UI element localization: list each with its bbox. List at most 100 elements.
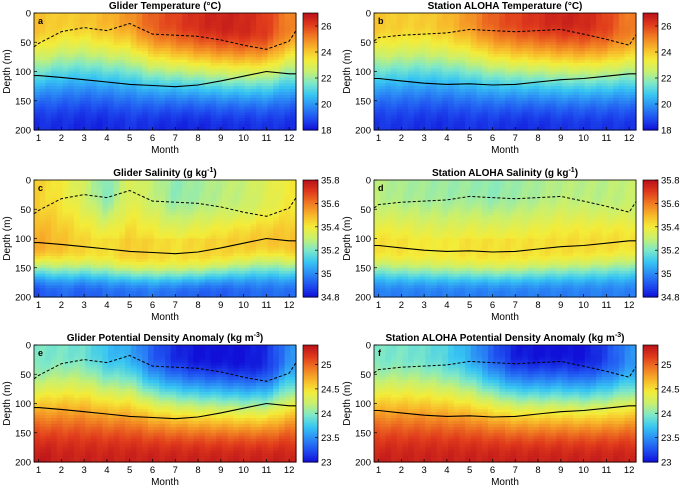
heatmap-cell	[436, 21, 443, 26]
heatmap-cell	[233, 48, 240, 52]
heatmap-cell	[56, 250, 64, 254]
heatmap-cell	[68, 258, 75, 263]
heatmap-cell	[442, 91, 449, 96]
heatmap-cell	[579, 48, 586, 52]
heatmap-cell	[482, 15, 489, 20]
heatmap-cell	[550, 15, 557, 20]
heatmap-cell	[227, 18, 234, 23]
heatmap-cell	[544, 27, 552, 32]
heatmap-cell	[425, 39, 432, 43]
heatmap-cell	[250, 127, 257, 131]
heatmap-cell	[68, 59, 75, 64]
heatmap-cell	[62, 291, 69, 295]
heatmap-cell	[284, 30, 291, 35]
heatmap-cell	[493, 18, 500, 23]
heatmap-cell	[596, 27, 603, 32]
heatmap-cell	[278, 91, 286, 96]
heatmap-cell	[584, 13, 592, 17]
heatmap-cell	[39, 27, 46, 32]
heatmap-cell	[278, 30, 286, 35]
heatmap-cell	[250, 115, 257, 119]
heatmap-cell	[153, 112, 160, 116]
heatmap-cell	[199, 109, 206, 114]
heatmap-cell	[630, 124, 637, 128]
heatmap-cell	[56, 65, 64, 70]
heatmap-cell	[227, 13, 234, 17]
heatmap-cell	[516, 100, 523, 105]
heatmap-cell	[516, 56, 523, 61]
heatmap-cell	[142, 36, 149, 40]
heatmap-cell	[261, 86, 269, 90]
heatmap-cell	[73, 247, 81, 251]
heatmap-cell	[45, 194, 52, 199]
heatmap-cell	[90, 241, 98, 245]
heatmap-cell	[402, 94, 409, 99]
heatmap-cell	[470, 83, 478, 87]
heatmap-cell	[448, 42, 455, 46]
colorbar-segment	[303, 89, 318, 92]
heatmap-cell	[187, 118, 195, 122]
heatmap-cell	[119, 45, 126, 49]
heatmap-cell	[533, 53, 540, 58]
heatmap-cell	[34, 215, 41, 219]
heatmap-cell	[493, 27, 500, 32]
heatmap-cell	[408, 74, 415, 78]
heatmap-cell	[68, 94, 75, 99]
heatmap-cell	[90, 212, 98, 216]
heatmap-cell	[51, 39, 58, 43]
heatmap-cell	[385, 68, 392, 73]
heatmap-cell	[256, 103, 263, 108]
heatmap-cell	[73, 118, 81, 122]
heatmap-cell	[385, 21, 392, 26]
heatmap-cell	[402, 127, 409, 131]
heatmap-cell	[442, 77, 449, 81]
heatmap-cell	[533, 94, 540, 99]
heatmap-cell	[125, 56, 132, 61]
heatmap-cell	[448, 30, 455, 35]
heatmap-cell	[239, 42, 246, 46]
heatmap-cell	[505, 62, 512, 67]
heatmap-cell	[408, 112, 415, 116]
heatmap-cell	[244, 68, 252, 73]
heatmap-cell	[396, 18, 404, 23]
heatmap-cell	[601, 56, 609, 61]
heatmap-cell	[68, 39, 75, 43]
heatmap-cell	[436, 51, 443, 55]
heatmap-cell	[408, 24, 415, 29]
heatmap-cell	[125, 103, 132, 108]
heatmap-cell	[442, 39, 449, 43]
heatmap-cell	[596, 124, 603, 128]
heatmap-cell	[79, 250, 86, 254]
heatmap-cell	[51, 51, 58, 55]
heatmap-cell	[187, 15, 195, 20]
heatmap-cell	[182, 97, 189, 102]
heatmap-cell	[227, 59, 234, 64]
heatmap-cell	[459, 71, 466, 76]
heatmap-cell	[579, 13, 586, 17]
heatmap-cell	[425, 15, 432, 20]
heatmap-cell	[45, 124, 52, 128]
heatmap-cell	[56, 68, 64, 73]
heatmap-cell	[396, 45, 404, 49]
heatmap-cell	[239, 39, 246, 43]
heatmap-cell	[204, 109, 212, 114]
heatmap-cell	[453, 30, 461, 35]
heatmap-cell	[62, 244, 69, 248]
heatmap-cell	[51, 48, 58, 52]
heatmap-cell	[584, 74, 592, 78]
heatmap-cell	[119, 56, 126, 61]
heatmap-cell	[567, 13, 574, 17]
heatmap-cell	[408, 59, 415, 64]
heatmap-cell	[470, 68, 478, 73]
heatmap-cell	[39, 103, 46, 108]
heatmap-cell	[419, 118, 426, 122]
heatmap-cell	[256, 118, 263, 122]
heatmap-cell	[436, 109, 443, 114]
heatmap-cell	[193, 51, 200, 55]
heatmap-cell	[408, 65, 415, 70]
heatmap-cell	[56, 118, 64, 122]
heatmap-cell	[573, 124, 580, 128]
heatmap-cell	[182, 33, 189, 37]
heatmap-cell	[90, 273, 98, 278]
heatmap-cell	[68, 294, 75, 298]
